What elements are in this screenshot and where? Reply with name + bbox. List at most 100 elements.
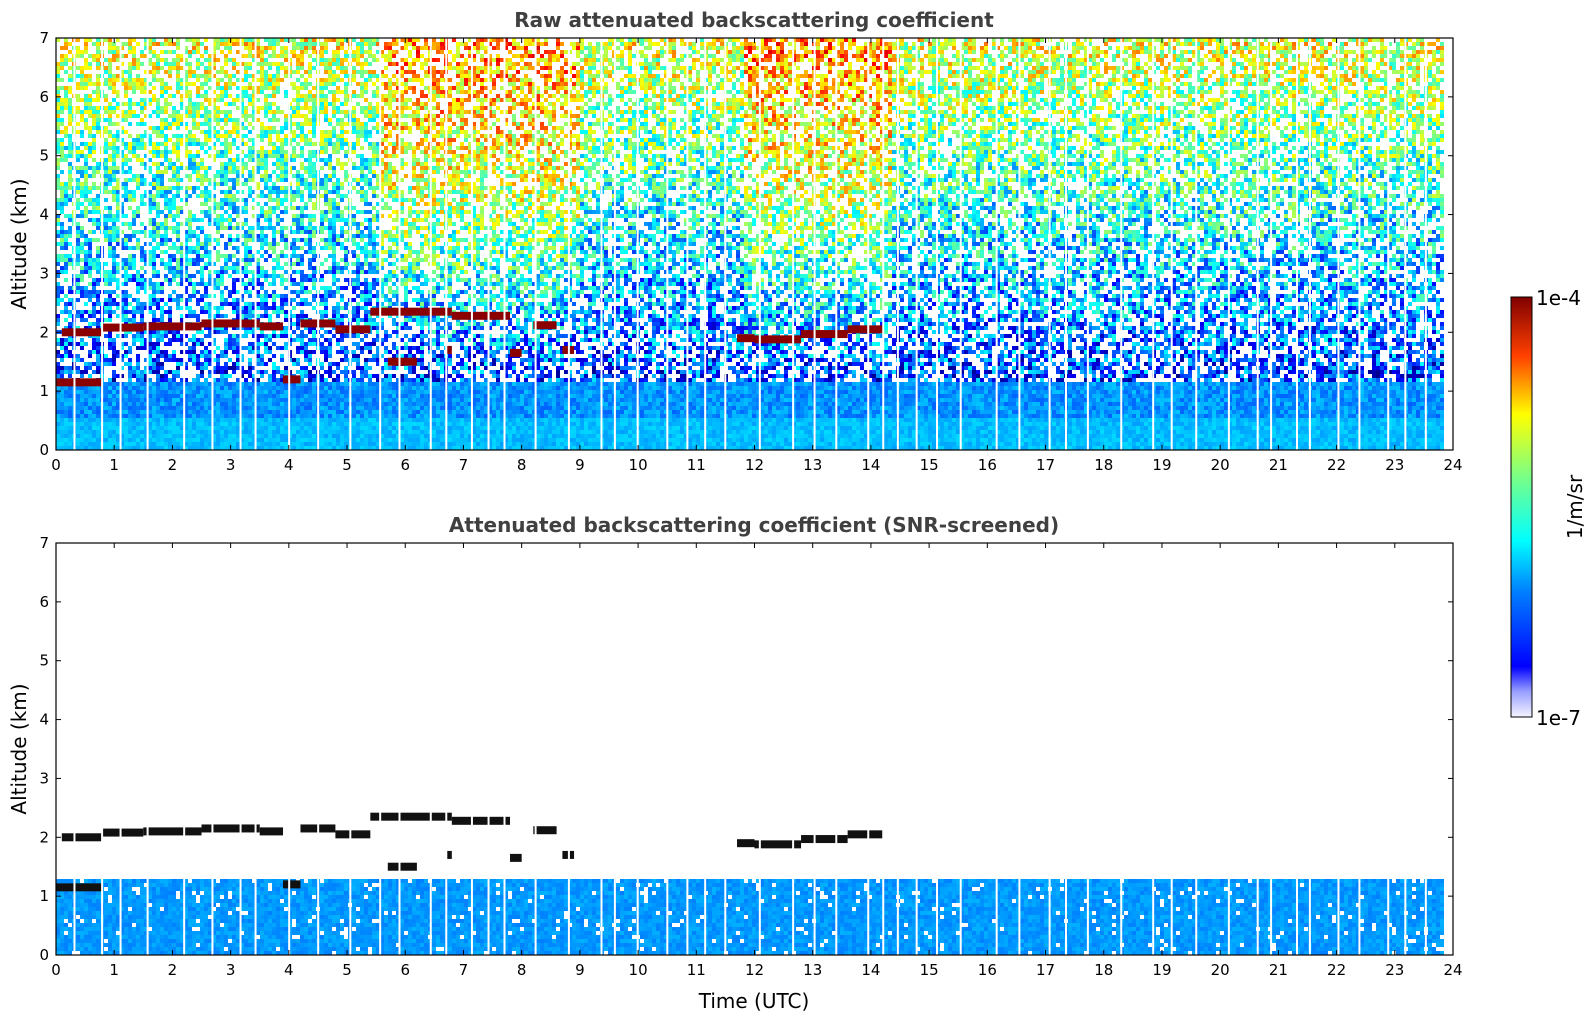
heatmap-cell bbox=[124, 70, 128, 74]
heatmap-cell bbox=[216, 438, 220, 442]
heatmap-cell bbox=[156, 154, 160, 158]
heatmap-cell bbox=[124, 350, 128, 354]
heatmap-cell bbox=[188, 394, 192, 398]
heatmap-cell bbox=[188, 130, 192, 134]
heatmap-cell bbox=[124, 382, 128, 386]
heatmap-cell bbox=[224, 374, 228, 378]
heatmap-cell bbox=[128, 134, 132, 138]
heatmap-cell bbox=[296, 78, 300, 82]
heatmap-cell bbox=[264, 302, 268, 306]
heatmap-cell bbox=[112, 270, 116, 274]
heatmap-cell bbox=[80, 78, 84, 82]
heatmap-cell bbox=[272, 366, 276, 370]
heatmap-cell bbox=[84, 198, 88, 202]
heatmap-cell bbox=[232, 218, 236, 222]
heatmap-cell bbox=[252, 430, 256, 434]
heatmap-cell bbox=[296, 350, 300, 354]
heatmap-cell bbox=[268, 418, 272, 422]
heatmap-cell bbox=[248, 386, 252, 390]
heatmap-cell bbox=[152, 294, 156, 298]
heatmap-cell bbox=[324, 86, 328, 90]
heatmap-cell bbox=[312, 434, 316, 438]
heatmap-cell bbox=[324, 386, 328, 390]
heatmap-cell bbox=[184, 406, 188, 410]
heatmap-cell bbox=[308, 142, 312, 146]
heatmap-cell bbox=[268, 294, 272, 298]
heatmap-cell bbox=[228, 302, 232, 306]
heatmap-cell bbox=[292, 222, 296, 226]
heatmap-cell bbox=[108, 50, 112, 54]
heatmap-cell bbox=[256, 410, 260, 414]
heatmap-cell bbox=[212, 382, 216, 386]
heatmap-cell bbox=[176, 266, 180, 270]
heatmap-cell bbox=[296, 382, 300, 386]
heatmap-cell bbox=[132, 50, 136, 54]
heatmap-cell bbox=[152, 62, 156, 66]
heatmap-cell bbox=[292, 306, 296, 310]
heatmap-cell bbox=[216, 70, 220, 74]
heatmap-cell bbox=[148, 378, 152, 382]
heatmap-cell bbox=[156, 162, 160, 166]
heatmap-cell bbox=[156, 402, 160, 406]
heatmap-cell bbox=[244, 438, 248, 442]
heatmap-cell bbox=[132, 142, 136, 146]
heatmap-cell bbox=[304, 202, 308, 206]
heatmap-cell bbox=[168, 94, 172, 98]
heatmap-cell bbox=[144, 202, 148, 206]
heatmap-cell bbox=[240, 158, 244, 162]
heatmap-cell bbox=[136, 134, 140, 138]
heatmap-cell bbox=[156, 386, 160, 390]
heatmap-cell bbox=[212, 282, 216, 286]
heatmap-cell bbox=[312, 106, 316, 110]
heatmap-cell bbox=[80, 170, 84, 174]
heatmap-cell bbox=[324, 190, 328, 194]
heatmap-cell bbox=[128, 382, 132, 386]
heatmap-cell bbox=[328, 174, 332, 178]
heatmap-cell bbox=[240, 190, 244, 194]
heatmap-cell bbox=[212, 54, 216, 58]
heatmap-cell bbox=[220, 294, 224, 298]
heatmap-cell bbox=[192, 170, 196, 174]
heatmap-cell bbox=[108, 46, 112, 50]
heatmap-cell bbox=[84, 362, 88, 366]
heatmap-cell bbox=[272, 354, 276, 358]
heatmap-cell bbox=[284, 122, 288, 126]
heatmap-cell bbox=[148, 346, 152, 350]
heatmap-cell bbox=[176, 54, 180, 58]
heatmap-cell bbox=[140, 442, 144, 446]
heatmap-cell bbox=[112, 258, 116, 262]
heatmap-cell bbox=[260, 438, 264, 442]
heatmap-cell bbox=[248, 342, 252, 346]
heatmap-cell bbox=[164, 406, 168, 410]
heatmap-cell bbox=[236, 106, 240, 110]
heatmap-cell bbox=[304, 182, 308, 186]
heatmap-cell bbox=[284, 162, 288, 166]
heatmap-cell bbox=[324, 186, 328, 190]
heatmap-cell bbox=[212, 106, 216, 110]
heatmap-cell bbox=[68, 394, 72, 398]
heatmap-cell bbox=[276, 370, 280, 374]
heatmap-cell bbox=[84, 78, 88, 82]
heatmap-cell bbox=[120, 118, 124, 122]
heatmap-cell bbox=[304, 434, 308, 438]
heatmap-cell bbox=[196, 422, 200, 426]
heatmap-cell bbox=[304, 326, 308, 330]
heatmap-cell bbox=[84, 58, 88, 62]
heatmap-cell bbox=[92, 322, 96, 326]
heatmap-cell bbox=[248, 430, 252, 434]
heatmap-cell bbox=[64, 190, 68, 194]
heatmap-cell bbox=[108, 422, 112, 426]
heatmap-cell bbox=[172, 214, 176, 218]
heatmap-cell bbox=[308, 214, 312, 218]
heatmap-cell bbox=[252, 342, 256, 346]
heatmap-cell bbox=[200, 190, 204, 194]
heatmap-cell bbox=[200, 254, 204, 258]
heatmap-cell bbox=[252, 114, 256, 118]
heatmap-cell bbox=[132, 262, 136, 266]
heatmap-cell bbox=[172, 194, 176, 198]
heatmap-cell bbox=[84, 410, 88, 414]
heatmap-cell bbox=[248, 50, 252, 54]
heatmap-cell bbox=[76, 354, 80, 358]
heatmap-cell bbox=[84, 206, 88, 210]
heatmap-cell bbox=[236, 158, 240, 162]
